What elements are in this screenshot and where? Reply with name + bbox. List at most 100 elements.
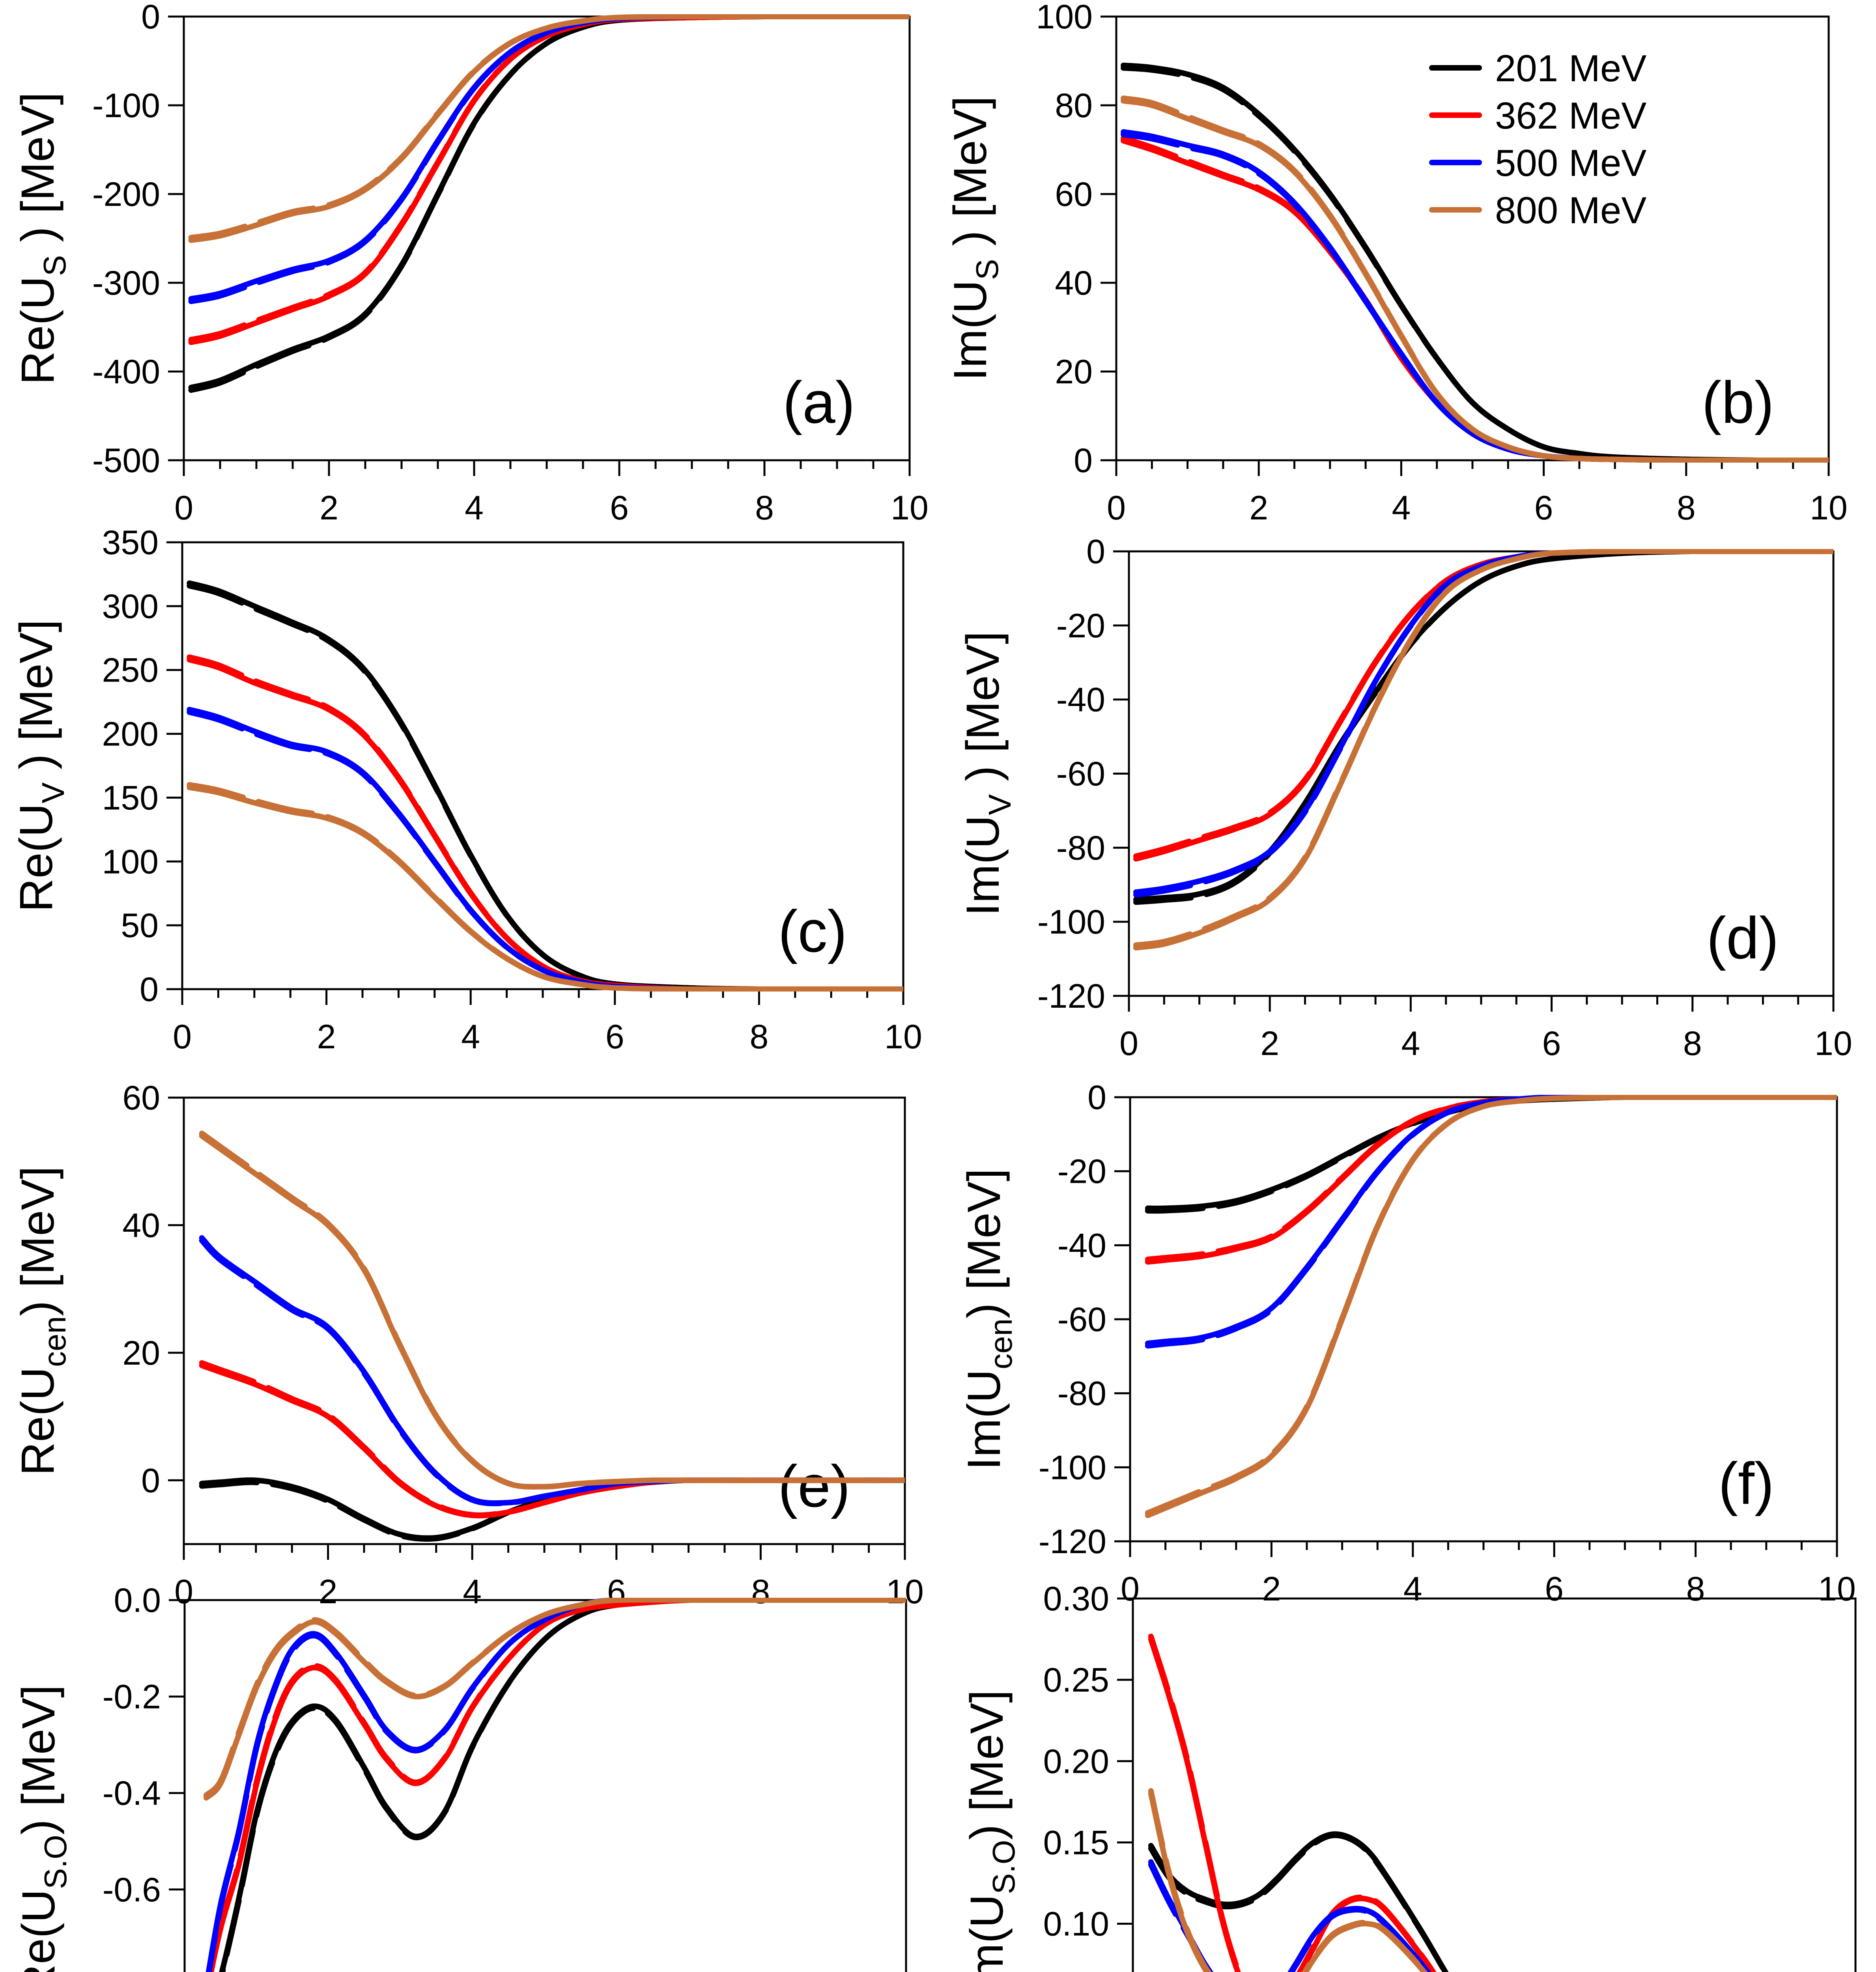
series-line-800-mev bbox=[199, 1133, 905, 1490]
y-tick-label: 0.15 bbox=[1043, 1824, 1109, 1862]
plot-frame bbox=[1132, 1597, 1857, 1972]
y-tick-label: -0.4 bbox=[103, 1774, 161, 1812]
series-dashed-800-mev bbox=[1145, 1095, 1837, 1516]
series-dashed-800-mev bbox=[1121, 95, 1829, 463]
y-axis-title-tail: ) [MeV] bbox=[944, 96, 996, 259]
series-line-500-mev bbox=[1133, 549, 1833, 895]
y-tick-label: 0 bbox=[1086, 533, 1105, 571]
panel-h: 02468100.300.250.200.150.100.050.00Im(US… bbox=[961, 1580, 1857, 1972]
y-tick-label: -400 bbox=[92, 353, 160, 391]
y-tick-label: 0.20 bbox=[1043, 1742, 1109, 1780]
y-tick-label: -200 bbox=[92, 176, 160, 213]
y-axis-title: Im(US ) [MeV] bbox=[944, 96, 1005, 381]
series-dashed-500-mev bbox=[1148, 1862, 1431, 1972]
x-tick-label: 4 bbox=[1401, 1025, 1420, 1063]
series-dashed-201-mev bbox=[188, 14, 910, 393]
x-tick-label: 4 bbox=[465, 489, 484, 527]
series-line-500-mev bbox=[188, 14, 910, 302]
series-line-500-mev bbox=[1145, 1095, 1837, 1346]
y-axis-title-main: Im(U bbox=[958, 1369, 1010, 1470]
x-tick-label: 4 bbox=[1403, 1570, 1422, 1608]
series-dashed-800-mev bbox=[1133, 549, 1833, 948]
y-tick-label: -60 bbox=[1058, 1301, 1106, 1339]
panel-label: (d) bbox=[1706, 905, 1779, 971]
y-axis-title-subscript: S bbox=[970, 259, 1005, 280]
series-line-201-mev bbox=[188, 14, 910, 390]
panel-c: 0 2 4 6 8 10 350 300 250 200 150 100 50 0 Re(UV ) [MeV… bbox=[10, 524, 922, 1056]
x-tick-label: 6 bbox=[1534, 489, 1553, 527]
series-line-362-mev bbox=[1145, 1095, 1837, 1265]
x-tick-label: 8 bbox=[749, 1018, 768, 1056]
y-tick-label: -60 bbox=[1056, 755, 1105, 793]
x-tick-label: 10 bbox=[884, 1018, 922, 1056]
series-line-201-mev bbox=[219, 1598, 906, 1972]
y-axis-title-subscript: cen bbox=[983, 1318, 1018, 1369]
y-tick-label: -80 bbox=[1056, 829, 1105, 867]
series-dashed-800-mev bbox=[188, 14, 910, 241]
y-tick-label: 250 bbox=[102, 652, 159, 689]
panel-label: (f) bbox=[1718, 1450, 1774, 1516]
y-axis-title-subscript: V bbox=[36, 782, 71, 803]
y-axis-title-main: Im(U bbox=[957, 815, 1009, 916]
y-axis-title-main: Re(U bbox=[13, 1889, 65, 1972]
series-dashed-362-mev bbox=[1133, 549, 1833, 859]
series-line-362-mev bbox=[1133, 549, 1833, 862]
x-tick-label: 2 bbox=[320, 489, 338, 527]
y-tick-label: -40 bbox=[1058, 1227, 1106, 1264]
y-tick-label: 0.25 bbox=[1043, 1661, 1109, 1699]
y-tick-label: -40 bbox=[1056, 681, 1105, 719]
x-tick-label: 4 bbox=[1392, 489, 1411, 527]
x-tick-label: 8 bbox=[755, 489, 774, 527]
y-tick-label: 100 bbox=[1036, 0, 1093, 36]
x-tick-label: 10 bbox=[891, 489, 929, 527]
plot-frame bbox=[183, 1599, 907, 1972]
x-tick-label: 8 bbox=[751, 1573, 770, 1611]
series-dashed-201-mev bbox=[1148, 1832, 1448, 1972]
y-tick-label: 0 bbox=[140, 971, 159, 1008]
x-tick-label: 8 bbox=[1686, 1570, 1705, 1608]
x-tick-label: 0 bbox=[1121, 1570, 1140, 1608]
x-tick-label: 10 bbox=[1818, 1570, 1856, 1608]
x-tick-label: 2 bbox=[317, 1018, 336, 1056]
y-axis-title: Im(US.O) [MeV] bbox=[961, 1690, 1021, 1972]
series-line-362-mev bbox=[188, 14, 910, 345]
x-tick-label: 6 bbox=[605, 1018, 624, 1056]
panel-label: (a) bbox=[783, 369, 855, 435]
series-line-500-mev bbox=[1148, 1859, 1431, 1972]
series-line-201-mev bbox=[1148, 1831, 1449, 1972]
y-axis-title-tail: ) [MeV] bbox=[961, 1690, 1013, 1840]
x-tick-label: 4 bbox=[463, 1573, 482, 1611]
x-tick-label: 10 bbox=[1814, 1025, 1852, 1063]
y-tick-label: -0.8 bbox=[103, 1967, 161, 1972]
y-axis-title-tail: ) [MeV] bbox=[957, 631, 1009, 794]
y-axis-title-subscript: S bbox=[37, 255, 72, 276]
series-dashed-201-mev bbox=[219, 1598, 906, 1972]
y-tick-label: 80 bbox=[1055, 87, 1093, 125]
x-tick-label: 8 bbox=[1677, 489, 1696, 527]
panel-a: 0 2 4 6 8 10 0 -100 -200 -300 -400 -500 Re(US ) [MeV… bbox=[12, 0, 929, 527]
series-dashed-500-mev bbox=[1133, 549, 1833, 898]
y-tick-label: -80 bbox=[1058, 1375, 1106, 1413]
legend-label: 500 MeV bbox=[1495, 142, 1646, 184]
panel-f: 0 2 4 6 8 10 0 -20 -40 -60 -80 -100 -120 Im(Ucen) [Me… bbox=[958, 1079, 1856, 1608]
series-line-800-mev bbox=[1133, 549, 1833, 951]
x-tick-label: 0 bbox=[173, 1018, 192, 1056]
series-dashed-201-mev bbox=[1121, 65, 1829, 463]
y-tick-label: -20 bbox=[1056, 607, 1105, 645]
y-axis-title: Im(UV ) [MeV] bbox=[957, 631, 1017, 916]
panel-label: (b) bbox=[1702, 369, 1774, 435]
series-dashed-500-mev bbox=[188, 14, 910, 304]
x-tick-label: 0 bbox=[1107, 489, 1126, 527]
y-axis-title-main: Im(U bbox=[944, 280, 996, 381]
y-axis-title-tail: ) [MeV] bbox=[10, 620, 62, 782]
x-tick-label: 6 bbox=[1545, 1570, 1564, 1608]
x-tick-label: 10 bbox=[886, 1573, 924, 1611]
y-tick-label: -20 bbox=[1058, 1153, 1106, 1191]
y-tick-label: 300 bbox=[102, 588, 159, 626]
y-axis-title: Re(US ) [MeV] bbox=[12, 92, 72, 385]
series-dashed-800-mev bbox=[203, 1598, 906, 1798]
legend-label: 362 MeV bbox=[1495, 95, 1646, 137]
series-line-201-mev bbox=[1133, 549, 1833, 902]
x-tick-label: 2 bbox=[1260, 1025, 1279, 1063]
